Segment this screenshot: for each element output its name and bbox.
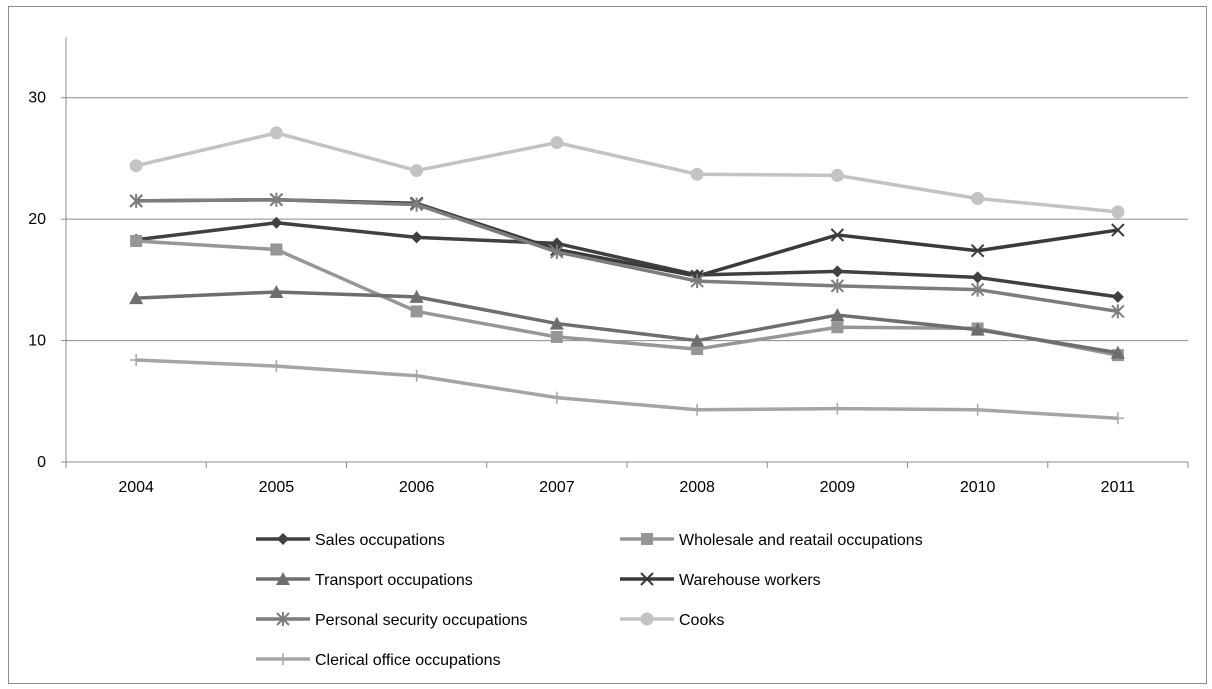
data-point (690, 167, 704, 181)
y-tick-label: 20 (28, 211, 46, 228)
series-0 (130, 216, 1124, 303)
data-point (970, 282, 985, 297)
data-point (690, 333, 705, 347)
y-tick-label: 30 (28, 90, 46, 107)
data-point (830, 228, 845, 242)
legend-label: Warehouse workers (679, 572, 821, 589)
data-point (830, 308, 845, 322)
gridlines (66, 97, 1188, 342)
series-6 (130, 354, 1124, 425)
legend-item: Wholesale and reatail occupations (620, 532, 923, 549)
legend-marker (641, 533, 653, 545)
legend-item: Sales occupations (256, 532, 445, 549)
series-line (135, 131, 1119, 214)
data-point (971, 192, 985, 205)
legend-item: Clerical office occupations (256, 652, 501, 669)
series-line (135, 221, 1119, 299)
data-point (129, 159, 143, 173)
legend-label: Sales occupations (315, 532, 445, 549)
data-point (831, 265, 844, 278)
data-point (831, 321, 844, 334)
chart-frame: 0 10 20 30 2004 2005 2006 2007 2008 2009 2010 2011 … (8, 6, 1207, 684)
data-point (410, 305, 423, 318)
data-point (830, 278, 845, 293)
axes: 0 10 20 30 2004 2005 2006 2007 2008 2009 2010 2011 (28, 37, 1189, 496)
data-point (269, 192, 284, 207)
data-point (129, 193, 143, 208)
data-point (1111, 223, 1125, 237)
data-point (409, 289, 424, 303)
data-point (831, 402, 844, 415)
series-line (136, 358, 1118, 421)
data-point (550, 391, 563, 404)
legend-item: Transport occupations (256, 572, 473, 589)
data-point (690, 274, 704, 289)
x-tick-label: 2009 (820, 479, 856, 496)
legend-marker (640, 612, 654, 626)
series-5 (129, 126, 1125, 219)
x-tick-label: 2008 (679, 479, 715, 496)
data-point (269, 285, 284, 298)
data-point (970, 244, 985, 258)
data-point (830, 168, 844, 182)
legend-label: Wholesale and reatail occupations (679, 532, 923, 549)
legend-label: Transport occupations (315, 572, 473, 589)
x-tick-label: 2010 (960, 479, 996, 496)
data-point (270, 243, 283, 256)
data-point (130, 235, 143, 247)
data-point (1111, 290, 1124, 303)
data-point (549, 316, 564, 330)
data-point (410, 369, 423, 382)
legend-marker (277, 533, 289, 545)
data-point (970, 322, 985, 336)
series-line (136, 197, 1119, 314)
data-point (129, 291, 144, 305)
legend-marker (276, 612, 290, 626)
x-tick-label: 2005 (259, 479, 295, 496)
legend-item: Cooks (620, 612, 724, 629)
data-point (410, 164, 424, 178)
data-point (691, 403, 704, 416)
legend-label: Cooks (679, 612, 724, 629)
data-point (1111, 304, 1125, 319)
data-point (1111, 205, 1125, 219)
data-point (550, 244, 564, 259)
series-2 (129, 285, 1125, 359)
series-3 (129, 193, 1125, 283)
series-4 (129, 192, 1125, 319)
data-point (550, 136, 564, 150)
series-line (136, 290, 1119, 355)
data-point (971, 271, 984, 284)
legend-marker (640, 572, 654, 586)
legend-item: Warehouse workers (620, 572, 821, 589)
legend-label: Clerical office occupations (315, 652, 501, 669)
data-point (1110, 345, 1125, 359)
data-point (270, 216, 283, 229)
data-point (410, 231, 423, 244)
data-point (550, 330, 563, 343)
x-tick-label: 2011 (1101, 479, 1136, 496)
y-tick-label: 0 (37, 454, 46, 471)
series-lines (129, 126, 1125, 425)
data-point (409, 197, 424, 212)
data-point (971, 403, 984, 416)
data-point (1111, 412, 1124, 425)
legend-item: Personal security occupations (256, 612, 528, 629)
legend: Sales occupations Wholesale and reatail o… (256, 532, 923, 669)
data-point (270, 360, 283, 373)
y-tick-label: 10 (28, 333, 46, 350)
legend-marker (276, 572, 290, 585)
data-point (130, 354, 143, 366)
data-point (269, 126, 283, 140)
legend-label: Personal security occupations (315, 612, 528, 629)
x-tick-label: 2004 (118, 479, 154, 496)
legend-marker (277, 653, 289, 665)
x-tick-label: 2006 (399, 479, 435, 496)
x-tick-label: 2007 (539, 479, 575, 496)
